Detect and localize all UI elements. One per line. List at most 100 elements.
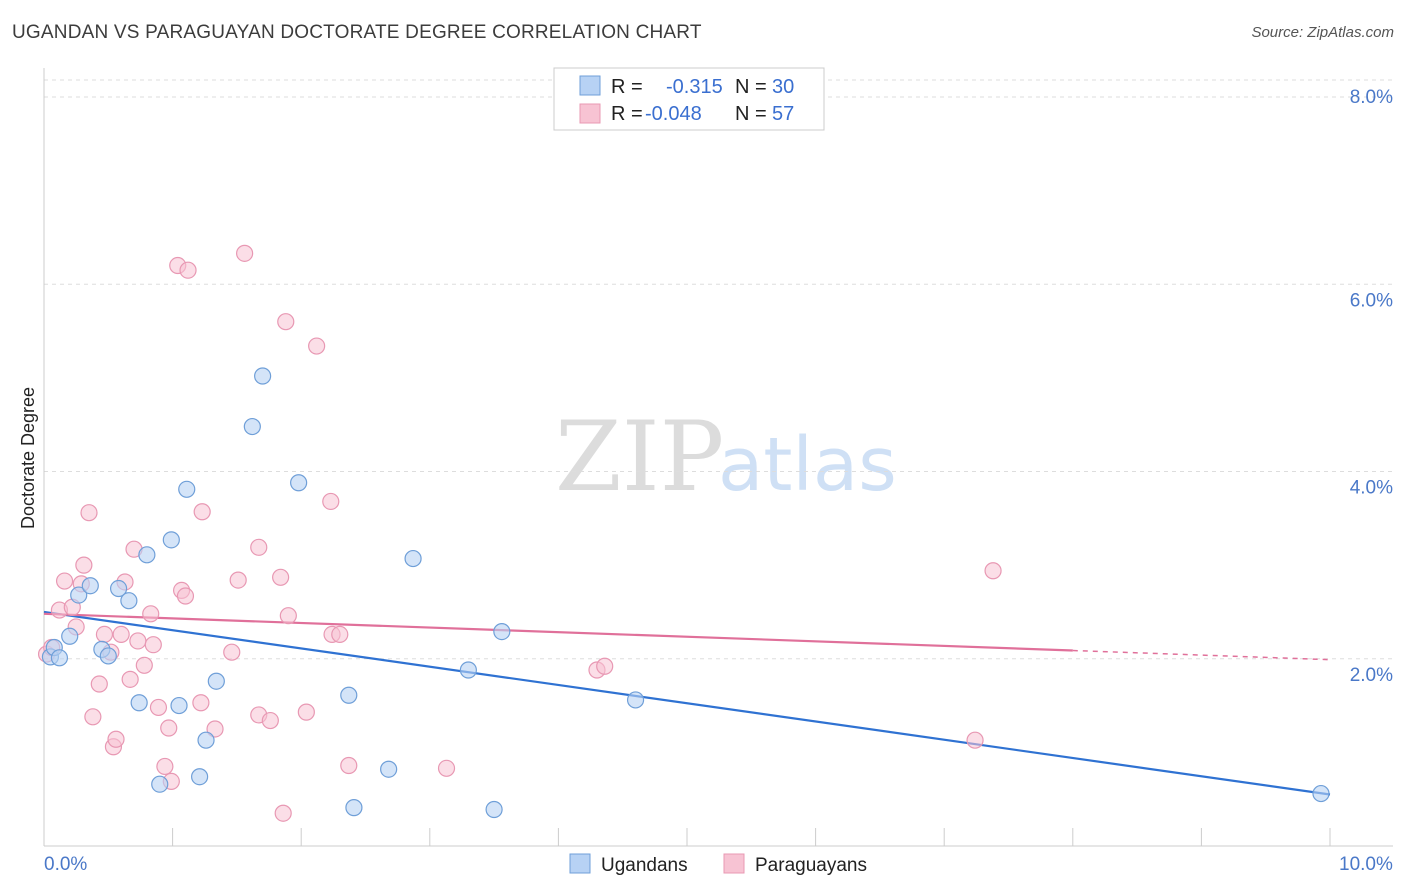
paraguayans-point [331, 625, 349, 644]
watermark: ZIP atlas [555, 401, 897, 513]
ugandans-point [151, 775, 169, 793]
ugandans-points [41, 367, 1330, 819]
ugandans-point [178, 480, 196, 498]
paraguayans-point [966, 731, 984, 749]
ugandans-n-value: 30 [772, 76, 794, 98]
paraguayans-point [277, 313, 295, 331]
ugandans-point [243, 417, 261, 436]
paraguayans-point [142, 605, 160, 623]
paraguayans-point [121, 670, 139, 688]
paraguayans-r-label: R = [611, 103, 643, 125]
paraguayans-point [149, 698, 168, 717]
ugandans-point [120, 592, 138, 610]
x-tick-label-max: 10.0% [1339, 854, 1393, 875]
source-label: Source: ZipAtlas.com [1251, 24, 1394, 41]
ugandans-point [170, 696, 188, 715]
ugandans-point [1312, 784, 1330, 803]
ugandans-point [70, 586, 88, 604]
ugandans-point [162, 531, 180, 549]
paraguayans-point [80, 504, 98, 522]
ugandans-point [109, 579, 128, 598]
paraguayans-point [250, 538, 268, 556]
paraguayans-point [129, 632, 147, 650]
paraguayans-point [160, 719, 178, 737]
paraguayans-point [297, 703, 315, 721]
axes [43, 68, 1393, 847]
ugandans-point [380, 760, 398, 778]
ugandans-point [493, 622, 511, 641]
ugandans-point [130, 694, 148, 712]
paraguayans-trend-line [43, 612, 1073, 652]
legend-paraguayans-label: Paraguayans [755, 855, 867, 876]
paraguayans-point [236, 244, 254, 262]
paraguayans-point [272, 568, 290, 586]
paraguayans-point [192, 694, 210, 712]
chart-title: UGANDAN VS PARAGUAYAN DOCTORATE DEGREE C… [12, 22, 702, 43]
paraguayans-point [596, 657, 614, 675]
ugandans-point [50, 649, 69, 667]
paraguayans-point [176, 587, 195, 605]
paraguayans-point [179, 261, 197, 279]
y-tick-label: 2.0% [1350, 665, 1393, 686]
paraguayans-n-label: N = [735, 103, 767, 125]
ugandans-point [485, 800, 503, 819]
paraguayans-point [984, 562, 1002, 580]
x-tick-label-min: 0.0% [44, 854, 87, 875]
paraguayans-points [37, 244, 1002, 822]
paraguayans-point [84, 708, 102, 726]
ugandans-point [81, 577, 99, 595]
paraguayans-n-value: 57 [772, 103, 794, 125]
ugandans-point [345, 799, 363, 817]
paraguayans-trend-extension [1072, 649, 1331, 661]
y-tick-label: 6.0% [1350, 290, 1393, 311]
ugandans-point [626, 691, 645, 709]
ugandans-r-value: -0.315 [666, 76, 723, 98]
ugandans-point [138, 546, 156, 564]
ugandans-point [191, 768, 209, 786]
ugandans-point [404, 549, 422, 568]
paraguayans-point [437, 759, 456, 777]
paraguayans-point [112, 625, 130, 644]
legend-ugandans-label: Ugandans [601, 855, 688, 876]
watermark-atlas: atlas [718, 422, 897, 508]
paraguayans-point [75, 556, 93, 574]
paraguayans-r-value: -0.048 [645, 103, 702, 125]
paraguayans-point [135, 656, 153, 674]
ugandans-n-label: N = [735, 76, 767, 98]
y-tick-label: 4.0% [1350, 478, 1393, 499]
gridlines [44, 79, 1393, 660]
paraguayans-point [274, 804, 292, 822]
watermark-zip: ZIP [555, 401, 724, 513]
legend-ugandans-swatch [569, 853, 591, 874]
ugandans-point [459, 661, 477, 679]
paraguayans-point [107, 730, 125, 748]
paraguayans-point [279, 607, 297, 625]
legend-paraguayans-swatch [723, 853, 745, 874]
stats-legend: R = -0.315 N = 30 R = -0.048 N = 57 [553, 67, 825, 131]
y-tick-labels: 2.0% 4.0% 6.0% 8.0% [1350, 87, 1393, 686]
ugandans-point [254, 367, 272, 385]
ugandans-r-label: R = [611, 76, 643, 98]
paraguayans-point [308, 337, 326, 355]
ugandans-point [207, 672, 225, 690]
paraguayans-point [229, 571, 247, 589]
x-tick-labels: 0.0% 10.0% [44, 854, 1393, 875]
y-axis-label: Doctorate Degree [18, 387, 38, 529]
ugandans-swatch [579, 75, 601, 96]
paraguayans-swatch [579, 103, 601, 124]
ugandans-point [99, 647, 117, 665]
paraguayans-point [90, 675, 108, 693]
ugandans-point [61, 627, 79, 645]
paraguayans-point [144, 636, 162, 654]
trend-lines [43, 610, 1331, 796]
series-legend: Ugandans Paraguayans [569, 853, 867, 876]
ugandans-point [197, 731, 215, 749]
ugandans-point [290, 474, 308, 492]
paraguayans-point [206, 720, 224, 738]
paraguayans-point [322, 492, 340, 511]
ugandans-trend-line [43, 610, 1331, 796]
paraguayans-point [55, 572, 74, 590]
ugandans-point [340, 686, 358, 704]
paraguayans-point [223, 643, 241, 661]
paraguayans-point [261, 711, 279, 730]
